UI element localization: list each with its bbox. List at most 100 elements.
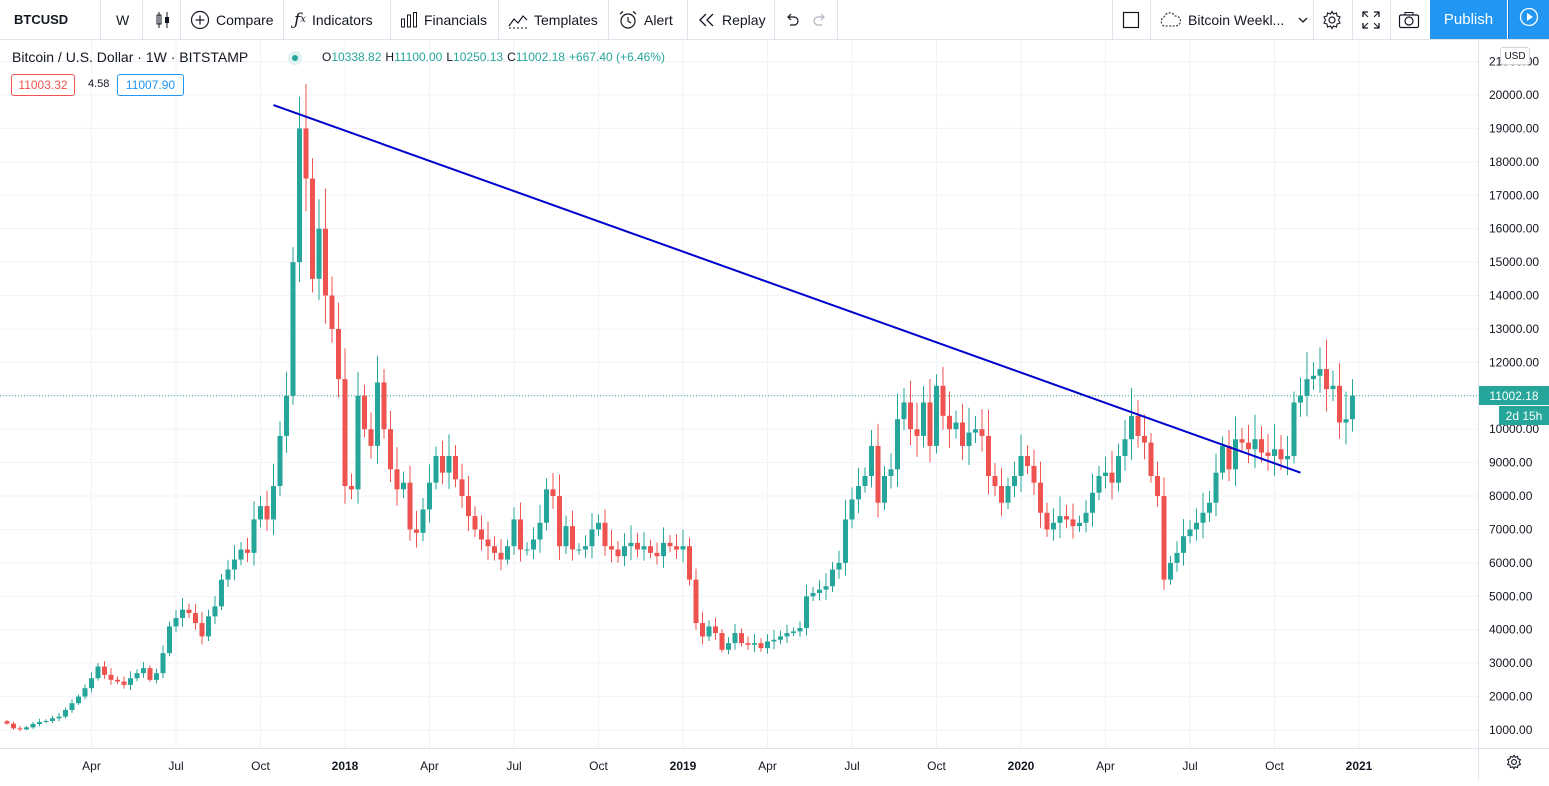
chart-pane[interactable] (0, 40, 1478, 748)
candle-body (700, 623, 705, 637)
sell-price-button[interactable]: 11003.32 (11, 74, 75, 96)
candle-body (440, 455, 445, 473)
candle-body (141, 668, 146, 674)
square-icon (1122, 11, 1140, 29)
candle-body (778, 636, 783, 640)
candle-body (498, 552, 504, 560)
candle-body (1337, 385, 1342, 423)
price-tick-label: 10000.00 (1489, 422, 1539, 436)
candle-body (1226, 445, 1232, 470)
time-tick-label: Apr (420, 759, 439, 773)
toolbar-divider (1313, 0, 1314, 39)
templates-icon (508, 11, 528, 29)
symbol-search[interactable]: BTCUSD (14, 12, 69, 27)
plus-circle-icon (190, 10, 210, 30)
candle-body (160, 653, 166, 674)
toolbar-divider (608, 0, 609, 39)
price-tick-label: 8000.00 (1489, 489, 1533, 503)
layout-name-button[interactable]: Bitcoin Weekl... (1158, 0, 1314, 39)
publish-options-button[interactable] (1508, 0, 1549, 39)
candle-body (193, 613, 198, 624)
candle-body (1161, 496, 1167, 580)
candle-body (615, 549, 621, 557)
candle-body (999, 486, 1004, 503)
snapshot-button[interactable] (1398, 0, 1426, 39)
publish-button[interactable]: Publish (1430, 0, 1507, 39)
candle-body (706, 626, 712, 637)
replay-button[interactable]: Replay (698, 0, 766, 39)
candle-body (134, 673, 140, 679)
candle-body (1278, 449, 1284, 460)
candle-body (1116, 455, 1121, 483)
trendline-drawing[interactable] (273, 104, 1301, 474)
undo-button[interactable] (784, 0, 806, 39)
candle-body (479, 529, 484, 540)
price-axis[interactable]: 1000.00 2000.00 3000.00 4000.00 5000.00 6000.… (1478, 40, 1549, 748)
price-chart[interactable] (0, 40, 1478, 748)
change-value: +667.40 (+6.46%) (568, 50, 666, 64)
undo-icon (784, 13, 800, 27)
time-tick-label: Apr (82, 759, 101, 773)
buy-price-button[interactable]: 11007.90 (117, 74, 184, 96)
price-axis-labels: 1000.00 2000.00 3000.00 4000.00 5000.00 6000.… (1489, 55, 1539, 737)
last-price-label: 11002.18 (1479, 386, 1549, 405)
templates-button[interactable]: Templates (508, 0, 598, 39)
fullscreen-button[interactable] (1362, 0, 1386, 39)
price-tick-label: 13000.00 (1489, 322, 1539, 336)
toolbar-divider (1352, 0, 1353, 39)
time-axis[interactable]: Apr Jul Oct 2018 Apr Jul Oct 2019 Apr Jul Oct 2020 A… (0, 748, 1478, 780)
candle-body (1025, 455, 1030, 466)
candle-body (758, 643, 764, 649)
replay-label: Replay (722, 11, 766, 28)
currency-label[interactable]: USD (1500, 47, 1530, 65)
camera-icon (1398, 11, 1420, 29)
chart-style-button[interactable] (154, 0, 178, 39)
layout-toggle-button[interactable] (1122, 0, 1146, 39)
candle-body (375, 382, 380, 446)
candle-body (973, 429, 978, 433)
candle-body (121, 681, 127, 685)
alert-button[interactable]: Alert (618, 0, 673, 39)
candle-body (518, 519, 523, 550)
time-tick-label: Oct (1265, 759, 1284, 773)
candle-body (537, 522, 543, 540)
candle-body (115, 679, 120, 682)
candle-body (1233, 439, 1238, 470)
candle-body (1083, 512, 1089, 523)
time-tick-label: Apr (758, 759, 777, 773)
play-circle-icon (1519, 7, 1539, 32)
candle-body (173, 618, 179, 627)
interval-button[interactable]: W (116, 11, 130, 28)
price-tick-label: 14000.00 (1489, 289, 1539, 303)
close-key: C (507, 50, 516, 64)
candle-body (901, 402, 907, 420)
candle-body (225, 569, 231, 580)
candle-body (1090, 492, 1095, 513)
price-tick-label: 2000.00 (1489, 690, 1533, 704)
candle-body (953, 422, 959, 430)
redo-button[interactable] (812, 0, 834, 39)
price-tick-label: 7000.00 (1489, 522, 1533, 536)
candle-body (342, 379, 348, 487)
candle-body (908, 402, 913, 430)
candle-body (966, 432, 972, 446)
compare-button[interactable]: Compare (190, 0, 274, 39)
candle-body (544, 489, 549, 523)
settings-button[interactable] (1322, 0, 1348, 39)
candle-body (557, 496, 562, 547)
candle-body (934, 385, 939, 446)
candle-body (1096, 476, 1102, 493)
candle-body (1350, 395, 1355, 420)
chart-settings-corner[interactable] (1478, 748, 1549, 780)
candle-body (1200, 512, 1206, 523)
candle-body (628, 542, 634, 547)
candle-body (563, 526, 569, 547)
financials-button[interactable]: Financials (400, 0, 487, 39)
candle-body (108, 674, 114, 680)
candle-body (875, 445, 881, 503)
legend-symbol-title[interactable]: Bitcoin / U.S. Dollar · 1W · BITSTAMP (12, 49, 249, 65)
time-tick-label: 2020 (1008, 759, 1035, 773)
candle-body (830, 569, 835, 587)
candle-body (635, 542, 640, 550)
